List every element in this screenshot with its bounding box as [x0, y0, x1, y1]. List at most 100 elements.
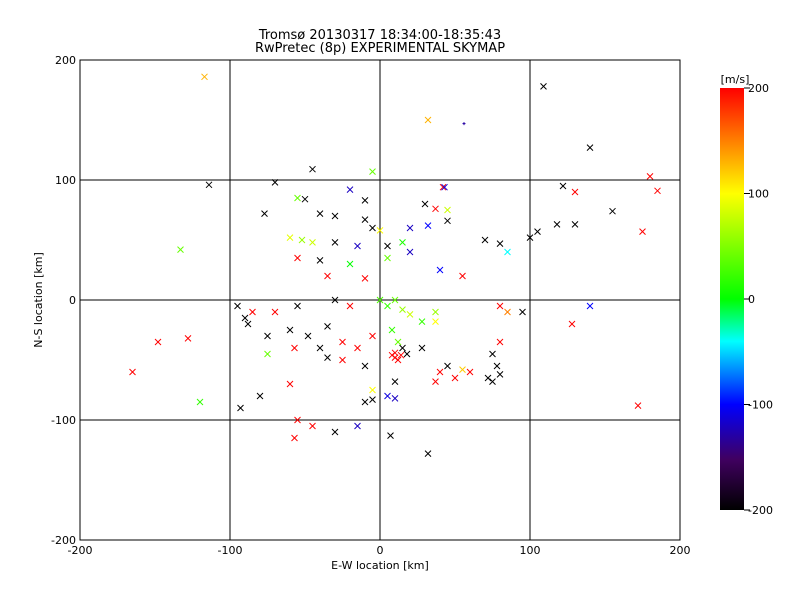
- data-point: [436, 266, 444, 274]
- data-point: [432, 378, 439, 385]
- x-axis-label: E-W location [km]: [331, 559, 429, 572]
- data-point: [264, 332, 271, 340]
- data-point: [324, 272, 331, 280]
- data-point: [496, 371, 504, 378]
- data-point: [376, 296, 384, 304]
- data-point: [391, 378, 399, 385]
- data-point: [424, 222, 432, 229]
- data-point: [553, 221, 561, 228]
- data-point: [361, 275, 369, 282]
- data-point: [504, 248, 511, 256]
- data-point: [646, 173, 654, 180]
- data-point: [298, 236, 306, 244]
- data-point: [177, 246, 184, 253]
- data-point: [481, 236, 489, 244]
- data-point: [399, 239, 406, 246]
- data-point: [331, 212, 339, 220]
- y-tick-label: -200: [51, 534, 76, 547]
- data-point: [387, 432, 394, 439]
- data-point: [304, 332, 312, 340]
- data-point: [361, 398, 369, 406]
- data-point: [384, 254, 391, 262]
- data-point: [424, 450, 432, 457]
- data-point: [441, 183, 448, 191]
- data-point: [586, 302, 594, 310]
- data-point: [496, 338, 504, 346]
- data-point: [540, 83, 547, 90]
- data-point: [324, 354, 331, 361]
- data-point: [316, 344, 324, 352]
- data-point: [421, 200, 429, 208]
- data-point: [249, 308, 256, 316]
- data-point: [418, 344, 426, 352]
- data-point: [286, 234, 294, 241]
- data-point: [424, 116, 432, 124]
- data-point: [361, 216, 369, 223]
- data-point: [388, 326, 396, 334]
- data-point: [444, 362, 451, 370]
- data-point: [309, 422, 316, 430]
- data-point: [346, 186, 354, 193]
- data-point: [394, 338, 402, 346]
- data-point: [451, 374, 459, 382]
- data-point: [286, 326, 294, 334]
- plot-frame: [79, 59, 681, 541]
- data-point: [462, 122, 466, 126]
- data-point: [354, 344, 361, 352]
- data-point: [586, 144, 594, 151]
- data-point: [331, 239, 339, 246]
- data-point: [361, 362, 369, 370]
- data-point: [432, 308, 439, 316]
- data-point: [301, 195, 309, 203]
- data-point: [264, 350, 271, 358]
- data-point: [291, 344, 298, 352]
- data-point: [271, 179, 279, 186]
- data-point: [346, 302, 354, 310]
- data-point: [234, 302, 241, 310]
- colorbar-tick-label: 200: [748, 82, 769, 95]
- data-points: [129, 73, 661, 457]
- data-point: [324, 323, 331, 330]
- data-point: [196, 398, 204, 406]
- data-point: [439, 183, 447, 191]
- colorbar-label: [m/s]: [721, 73, 750, 86]
- data-point: [361, 197, 369, 204]
- data-point: [369, 224, 376, 232]
- data-point: [444, 206, 451, 214]
- data-point: [466, 368, 474, 376]
- data-point: [354, 242, 361, 250]
- colorbar-ticks: 200 100 0 -100 -200: [744, 82, 773, 517]
- data-point: [489, 378, 496, 385]
- data-point: [639, 228, 646, 235]
- chart-title: Tromsø 20130317 18:34:00-18:35:43: [258, 28, 501, 43]
- data-point: [244, 320, 252, 328]
- data-point: [568, 320, 576, 328]
- data-point: [394, 356, 402, 364]
- data-point: [261, 210, 268, 217]
- data-point: [369, 168, 376, 175]
- data-point: [436, 368, 444, 376]
- y-axis-label: N-S location [km]: [32, 252, 45, 348]
- data-point: [201, 73, 208, 81]
- data-point: [384, 392, 391, 400]
- colorbar-tick-label: 100: [748, 188, 769, 201]
- y-tick-label: -100: [51, 414, 76, 427]
- x-axis-ticks: -200 -100 0 100 200: [68, 544, 691, 557]
- data-point: [489, 350, 496, 358]
- data-point: [459, 272, 466, 280]
- data-point: [339, 356, 346, 364]
- data-point: [459, 366, 466, 373]
- data-point: [309, 165, 316, 173]
- data-point: [384, 302, 391, 310]
- data-point: [294, 302, 301, 310]
- data-point: [316, 257, 324, 264]
- colorbar-tick-label: 0: [748, 293, 755, 306]
- colorbar-tick-label: -200: [748, 504, 773, 517]
- data-point: [241, 314, 249, 322]
- data-point: [376, 227, 384, 234]
- data-point: [256, 392, 264, 400]
- data-point: [399, 344, 406, 352]
- y-axis-ticks: -200 -100 0 100 200: [51, 54, 76, 547]
- y-tick-label: 0: [69, 294, 76, 307]
